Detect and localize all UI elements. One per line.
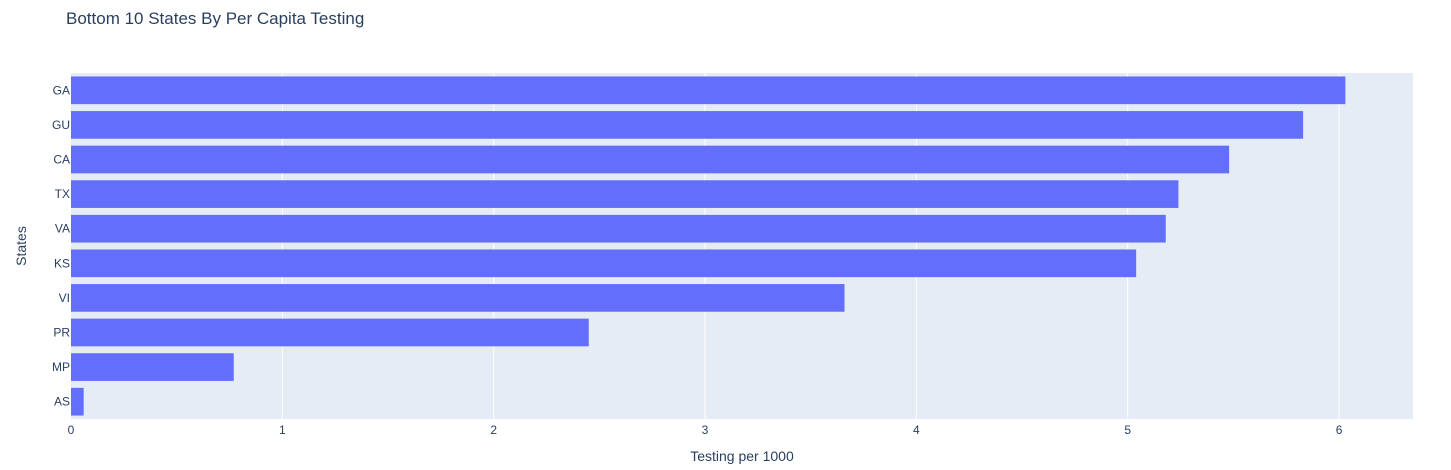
x-tick-label: 1	[279, 423, 286, 437]
y-tick-label: TX	[55, 187, 70, 201]
bar-vi[interactable]	[71, 284, 845, 312]
y-tick-label: KS	[54, 256, 70, 270]
bar-mp[interactable]	[71, 353, 234, 381]
x-tick-label: 3	[702, 423, 709, 437]
bar-va[interactable]	[71, 214, 1166, 243]
bar-gu[interactable]	[71, 111, 1304, 139]
bars	[71, 76, 1346, 416]
y-tick-label: VA	[55, 222, 70, 236]
x-tick-label: 2	[490, 423, 497, 437]
chart-title: Bottom 10 States By Per Capita Testing	[66, 9, 364, 28]
x-tick-label: 0	[68, 423, 75, 437]
bar-as[interactable]	[71, 387, 84, 416]
y-axis-title: States	[13, 226, 29, 266]
x-tick-label: 5	[1124, 423, 1131, 437]
y-tick-label: PR	[53, 326, 70, 340]
bar-ga[interactable]	[71, 76, 1346, 105]
x-axis-title: Testing per 1000	[690, 448, 794, 464]
x-tick-label: 6	[1336, 423, 1343, 437]
y-tick-label: VI	[59, 291, 70, 305]
y-tick-label: CA	[53, 153, 70, 167]
bar-pr[interactable]	[71, 318, 589, 347]
y-tick-label: GA	[53, 83, 70, 97]
x-axis-ticks: 0 1 2 3 4 5 6	[68, 423, 1343, 437]
bar-ca[interactable]	[71, 145, 1230, 174]
bar-ks[interactable]	[71, 249, 1137, 278]
x-tick-label: 4	[913, 423, 920, 437]
y-tick-label: MP	[52, 360, 70, 374]
y-tick-label: GU	[52, 118, 70, 132]
y-axis-ticks: GA GU CA TX VA KS VI PR MP AS	[52, 83, 70, 408]
y-tick-label: AS	[54, 395, 70, 409]
bar-tx[interactable]	[71, 180, 1179, 208]
